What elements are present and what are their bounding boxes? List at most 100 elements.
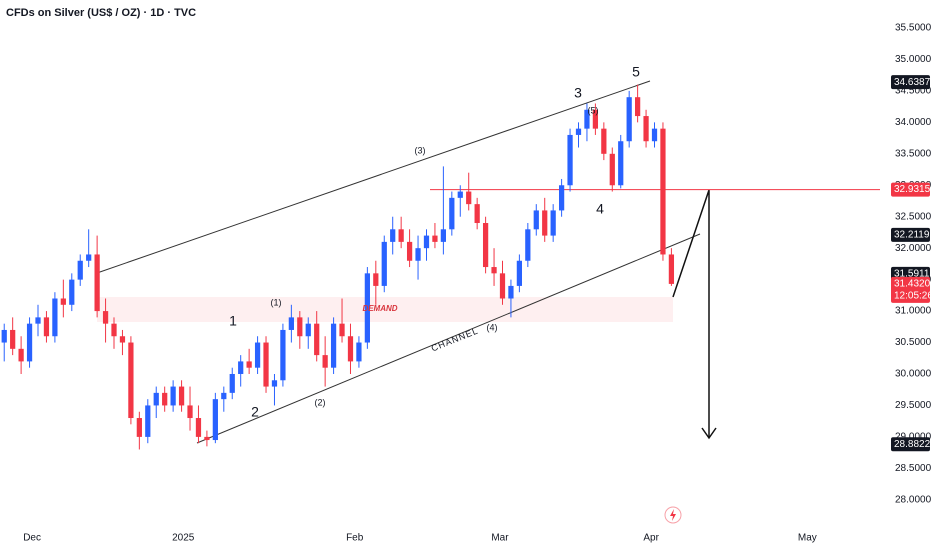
candle-body	[482, 223, 489, 268]
wave-label: (1)	[271, 297, 282, 307]
candle-body	[111, 323, 117, 337]
candle-body	[533, 210, 539, 230]
x-tick-label: Feb	[346, 533, 364, 544]
x-tick-label: 2025	[172, 533, 195, 544]
candle-body	[288, 317, 294, 330]
y-tick-label: 30.0000	[895, 369, 932, 380]
candle-body	[432, 235, 438, 242]
candle-body	[102, 311, 109, 324]
candle-body	[609, 153, 615, 186]
candle-body	[52, 298, 58, 337]
candle-body	[10, 329, 16, 349]
y-tick-label: 35.5000	[895, 23, 932, 34]
candle-body	[550, 210, 556, 236]
candle-body	[254, 342, 261, 368]
candle-body	[136, 418, 142, 437]
candle-body	[94, 254, 100, 312]
candle-body	[187, 405, 193, 419]
candle-body	[668, 254, 675, 284]
candle-body	[415, 248, 421, 261]
price-label-box	[891, 227, 930, 242]
candle-body	[170, 386, 176, 406]
y-tick-label: 35.0000	[895, 54, 932, 65]
candle-body	[525, 229, 531, 261]
candle-body	[406, 241, 413, 261]
wave-label: DEMAND	[362, 304, 397, 313]
y-tick-label: 30.5000	[895, 337, 932, 348]
price-label: 32.2119	[894, 229, 930, 240]
y-tick-label: 32.5000	[895, 211, 932, 222]
candle-body	[69, 279, 75, 305]
candle-body	[390, 229, 396, 242]
price-label: 31.4320	[894, 279, 931, 290]
y-tick-label: 29.0000	[895, 432, 932, 443]
wave-label: (3)	[415, 145, 426, 155]
candle-body	[558, 185, 565, 211]
candle-body	[618, 141, 624, 186]
candle-body	[635, 97, 641, 117]
candle-body	[238, 361, 244, 374]
candle-body	[567, 134, 573, 186]
candle-body	[660, 128, 666, 255]
price-label: 34.6387	[894, 77, 931, 88]
candle-body	[297, 317, 303, 337]
candle-body	[195, 418, 202, 437]
candle-body	[499, 273, 506, 299]
candle-body	[35, 317, 41, 324]
candle-body	[474, 204, 480, 224]
candle-body	[575, 128, 582, 135]
candle-body	[339, 323, 345, 337]
candle-body	[643, 116, 649, 142]
price-label-box	[891, 75, 930, 90]
candle-body	[145, 405, 151, 437]
candle-body	[491, 267, 497, 274]
candle-body	[356, 342, 362, 362]
candle-body	[381, 241, 387, 286]
candle-body	[440, 229, 446, 242]
candle-body	[212, 399, 218, 441]
candle-body	[601, 128, 607, 154]
candle-body	[60, 298, 66, 305]
wave-label: (4)	[487, 322, 498, 332]
candle-body	[592, 109, 599, 129]
price-label-box	[891, 276, 930, 303]
candle-body	[322, 355, 328, 368]
channel-upper	[96, 80, 651, 274]
candle-body	[263, 342, 269, 387]
candle-body	[449, 197, 455, 230]
wave-label: CHANNEL	[430, 325, 480, 353]
candle-body	[128, 342, 134, 419]
y-tick-label: 28.0000	[895, 494, 932, 505]
y-tick-label: 34.0000	[895, 117, 932, 128]
candle-body	[347, 336, 354, 362]
wave-label: 4	[596, 201, 604, 217]
candle-body	[330, 323, 337, 368]
candle-body	[178, 386, 185, 406]
candle-body	[119, 336, 126, 343]
x-tick-label: Dec	[23, 533, 41, 544]
demand-zone	[97, 297, 673, 322]
candle-body	[246, 361, 252, 368]
candle-body	[584, 109, 590, 129]
candle-body	[542, 210, 548, 236]
candle-body	[26, 323, 33, 362]
wave-label: (5)	[588, 105, 599, 115]
price-label-box	[891, 437, 930, 452]
wave-label: (2)	[315, 397, 326, 407]
candle-body	[423, 235, 430, 249]
candle-body	[153, 392, 159, 406]
channel-lower	[196, 233, 701, 444]
candle-body	[280, 329, 286, 381]
wave-label: 3	[574, 85, 582, 101]
candle-body	[1, 329, 7, 343]
price-label: 28.8822	[894, 439, 931, 450]
price-label: 32.9315	[894, 184, 931, 195]
x-tick-label: Apr	[643, 533, 659, 544]
wave-label: 2	[251, 404, 259, 420]
candle-body	[508, 285, 514, 299]
candle-body	[457, 191, 463, 198]
chart-title: CFDs on Silver (US$ / OZ) · 1D · TVC	[6, 7, 196, 19]
candle-body	[305, 323, 311, 337]
y-tick-label: 28.5000	[895, 463, 932, 474]
